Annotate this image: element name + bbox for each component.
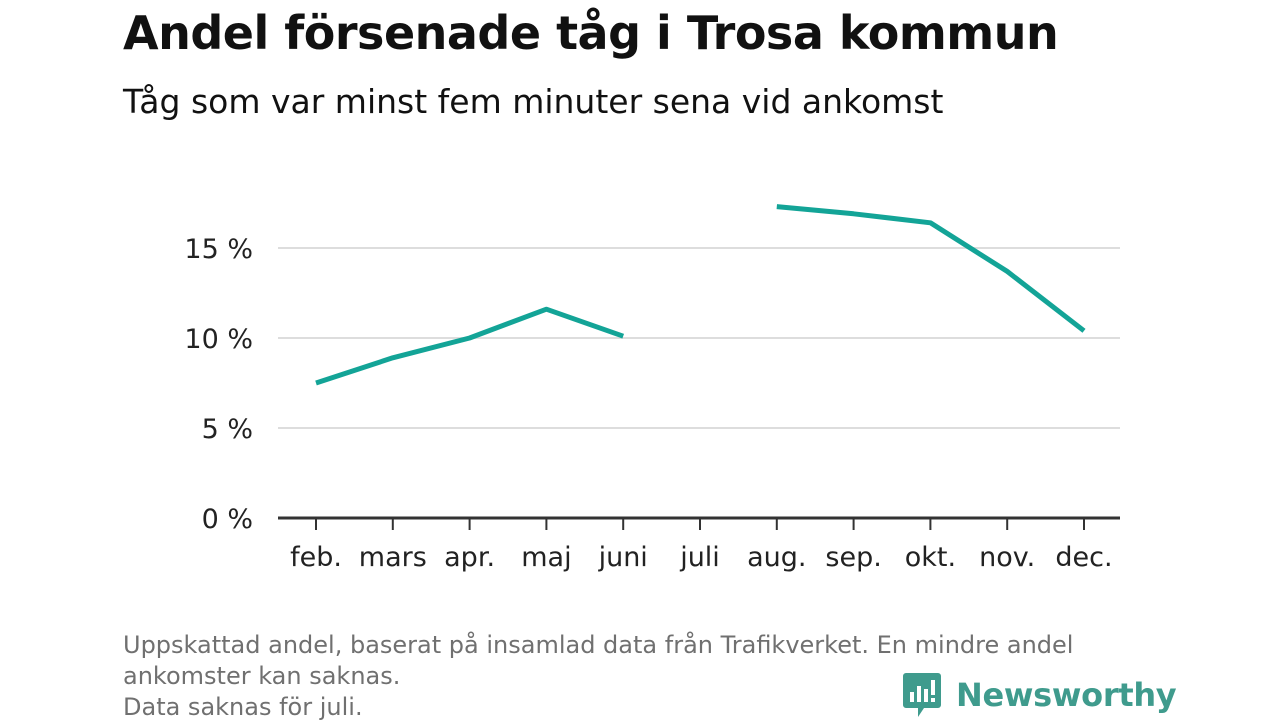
footnote: Uppskattad andel, baserat på insamlad da… bbox=[123, 630, 1163, 723]
brand-name: Newsworthy bbox=[956, 676, 1177, 714]
x-tick-label: juni bbox=[598, 542, 648, 573]
series-lines bbox=[315, 204, 1086, 386]
series-line bbox=[315, 306, 625, 386]
x-tick-label: feb. bbox=[290, 542, 342, 573]
grid-lines bbox=[278, 247, 1120, 429]
y-tick-label: 10 % bbox=[184, 324, 253, 355]
y-tick-label: 0 % bbox=[202, 504, 253, 535]
newsworthy-bar-chart-icon bbox=[903, 673, 941, 717]
footnote-line: ankomster kan saknas. bbox=[123, 662, 401, 690]
y-tick-label: 5 % bbox=[202, 414, 253, 445]
footnote-line: Uppskattad andel, baserat på insamlad da… bbox=[123, 631, 1074, 659]
x-tick-label: maj bbox=[521, 542, 571, 573]
x-tick-label: dec. bbox=[1055, 542, 1112, 573]
chart-subtitle: Tåg som var minst fem minuter sena vid a… bbox=[123, 82, 944, 121]
x-tick-label: mars bbox=[359, 542, 427, 573]
chart-title: Andel försenade tåg i Trosa kommun bbox=[123, 6, 1059, 60]
y-tick-label: 15 % bbox=[184, 234, 253, 265]
footnote-line: Data saknas för juli. bbox=[123, 693, 363, 721]
x-tick-label: sep. bbox=[825, 542, 881, 573]
y-axis-ticks: 0 % 5 % 10 % 15 % bbox=[184, 234, 253, 535]
x-axis: feb. mars apr. maj juni juli aug. sep. okt. nov. d… bbox=[278, 516, 1120, 573]
x-tick-label: nov. bbox=[979, 542, 1035, 573]
x-tick-label: apr. bbox=[444, 542, 495, 573]
series-line bbox=[776, 204, 1086, 333]
x-tick-label: okt. bbox=[905, 542, 956, 573]
x-tick-label: juli bbox=[679, 542, 720, 573]
x-tick-label: aug. bbox=[747, 542, 806, 573]
newsworthy-logo: Newsworthy bbox=[902, 670, 1177, 720]
